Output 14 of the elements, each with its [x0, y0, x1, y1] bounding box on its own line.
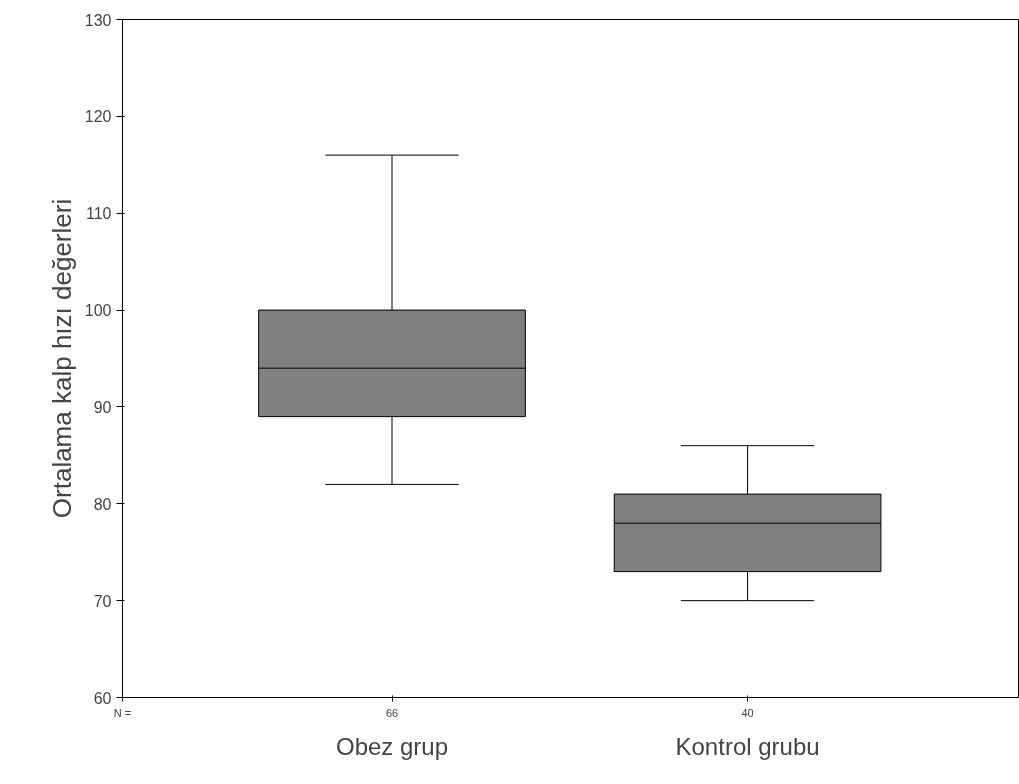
text: N =: [113, 706, 132, 719]
x-tick-label: Obez grup: [335, 732, 449, 760]
y-tick-label: 70: [93, 592, 112, 610]
x-tick-label: Kontrol grubu: [675, 732, 820, 760]
y-tick-label: 90: [93, 398, 112, 416]
y-tick-label: 60: [93, 689, 112, 707]
y-tick-label: 120: [84, 108, 112, 126]
text: 66: [385, 706, 399, 719]
text: 40: [741, 706, 754, 719]
y-tick-label: 100: [84, 302, 112, 320]
y-tick-label: 80: [93, 495, 112, 513]
y-axis-title: Ortalama kalp hızı değerleri: [46, 198, 77, 519]
y-tick-label: 110: [85, 205, 112, 223]
y-tick-label: 130: [84, 11, 112, 29]
